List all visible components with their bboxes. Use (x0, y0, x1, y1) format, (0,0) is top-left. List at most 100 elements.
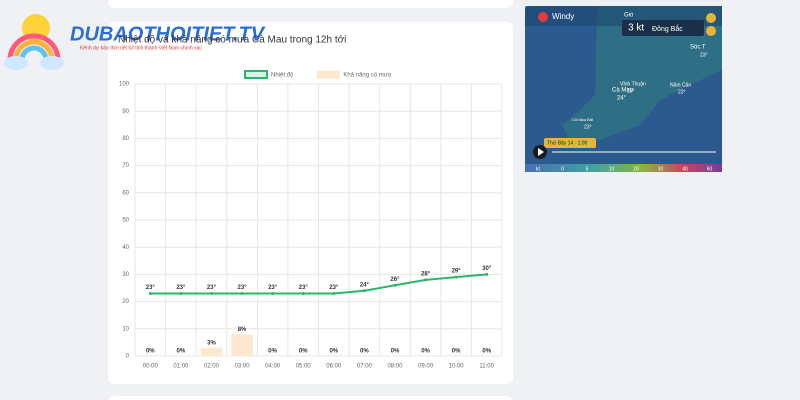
legend-swatch (244, 70, 268, 79)
value-label: 0% (482, 349, 491, 355)
place-temp: 23° (678, 89, 686, 95)
logo[interactable]: DUBAOTHOITIET.TV Kênh dự báo thời tiết 6… (4, 14, 266, 70)
value-label: 8% (238, 327, 247, 333)
scale-label: 0 (561, 166, 564, 172)
place: Cà Mau Bãi (572, 117, 593, 122)
chart-card (108, 22, 513, 384)
point (271, 291, 275, 295)
rainbow (19, 45, 49, 61)
x-tick-label: 10:00 (449, 364, 465, 370)
value-label: 30° (482, 266, 492, 272)
value-label: 23° (176, 285, 186, 291)
point (454, 275, 458, 279)
wind-box (622, 20, 704, 36)
place: Vĩnh Thuận (620, 81, 646, 87)
x-tick-label: 03:00 (235, 364, 251, 370)
y-tick-label: 10 (122, 326, 129, 332)
wind-label: Gió (624, 13, 634, 19)
value-label: 23° (268, 285, 278, 291)
rainbow (7, 33, 61, 61)
x-tick-label: 02:00 (204, 364, 220, 370)
value-label: 0% (391, 349, 400, 355)
value-label: 0% (360, 349, 369, 355)
x-tick-label: 06:00 (326, 364, 342, 370)
y-tick-label: 30 (122, 272, 129, 278)
scale-label: 30 (658, 166, 664, 172)
chart-title: Nhiệt độ và khả năng có mưa Cà Mau trong… (118, 35, 346, 46)
line (150, 273, 487, 295)
x-tick-label: 00:00 (143, 364, 159, 370)
point (148, 291, 152, 295)
point (301, 291, 305, 295)
value-label: 24° (360, 282, 370, 288)
button[interactable] (706, 13, 716, 23)
value-label: 0% (268, 349, 277, 355)
bar (231, 334, 253, 356)
value-label: 0% (329, 349, 338, 355)
place-temp: 24° (617, 96, 627, 102)
point (240, 291, 244, 295)
x-tick-label: 08:00 (387, 364, 403, 370)
value-label: 3% (207, 340, 216, 346)
legend-swatch (316, 70, 340, 79)
scale-bar (525, 164, 722, 172)
point (332, 291, 336, 295)
cloud (40, 56, 64, 70)
y-tick-label: 50 (122, 218, 129, 224)
value-label: 23° (329, 285, 339, 291)
point (362, 289, 366, 293)
point (424, 278, 428, 282)
point (485, 272, 489, 276)
play-icon (538, 148, 544, 156)
wind-direction: Đông Bắc (652, 24, 683, 33)
place: Năm Căn (670, 82, 691, 88)
time-box (544, 138, 596, 148)
value-label: 23° (238, 285, 248, 291)
scale-label: kt (536, 166, 541, 172)
cloud (4, 56, 28, 70)
scale-label: 10 (609, 166, 615, 172)
scale-label: 5 (586, 166, 589, 172)
y-tick-label: 70 (122, 163, 129, 169)
place-temp: 23° (627, 88, 635, 94)
point (209, 291, 213, 295)
value-label: 23° (207, 285, 217, 291)
y-tick-label: 100 (119, 82, 130, 88)
card (108, 0, 513, 8)
x-tick-label: 11:00 (479, 364, 494, 370)
place-temp: 23° (584, 124, 592, 130)
value-label: 29° (452, 269, 462, 275)
x-tick-label: 01:00 (173, 364, 189, 370)
x-tick-label: 09:00 (418, 364, 434, 370)
point (179, 291, 183, 295)
button[interactable] (706, 26, 716, 36)
value-label: 28° (421, 271, 431, 277)
wind-speed: 3 kt (628, 23, 644, 34)
value-label: 0% (421, 349, 430, 355)
map-brand: Windy (552, 12, 574, 21)
place: Cà Mau (612, 88, 633, 94)
scale-label: 40 (682, 166, 688, 172)
place-temp: 23° (700, 52, 708, 58)
legend-label: Khả năng có mưa (343, 73, 391, 79)
logo-title: DUBAOTHOITIET.TV (70, 23, 266, 45)
x-tick-label: 05:00 (296, 364, 312, 370)
windy-icon (538, 12, 548, 22)
rainbow (13, 39, 55, 61)
map-time: Thứ Bảy 14 · 1:00 (547, 140, 588, 146)
y-tick-label: 20 (122, 299, 129, 305)
value-label: 0% (146, 349, 155, 355)
x-tick-label: 04:00 (265, 364, 281, 370)
scale-label: 20 (633, 166, 639, 172)
land (562, 6, 722, 140)
value-label: 0% (177, 349, 186, 355)
point (393, 283, 397, 287)
x-tick-label: 07:00 (357, 364, 373, 370)
y-tick-label: 40 (122, 245, 129, 251)
value-label: 23° (146, 285, 156, 291)
map[interactable]: Windy Gió 3 kt Đông Bắc Vĩnh Thuận 23° C… (525, 6, 722, 172)
place: Sóc T (690, 45, 706, 51)
value-label: 26° (390, 277, 400, 283)
legend-label: Nhiệt độ (271, 73, 294, 79)
y-tick-label: 60 (122, 190, 129, 196)
